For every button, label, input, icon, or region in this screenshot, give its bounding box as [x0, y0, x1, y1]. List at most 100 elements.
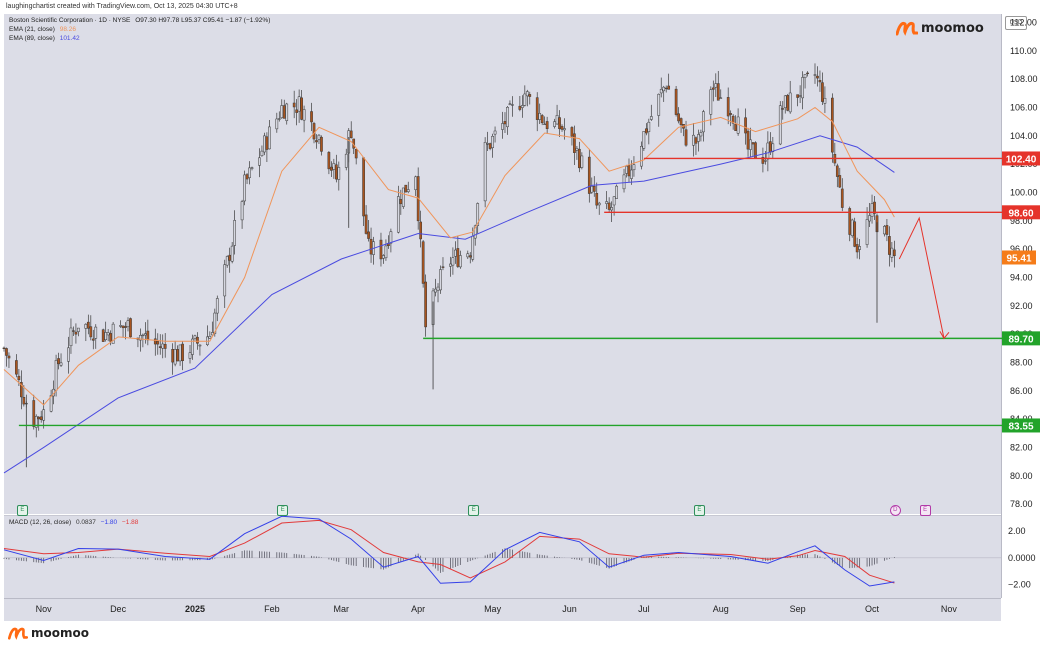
- candle-body: [144, 333, 147, 336]
- price-tick-label: 112.00: [1010, 17, 1037, 27]
- time-tick-label: Jun: [562, 604, 577, 614]
- candle-body: [555, 115, 559, 125]
- candle-body: [540, 115, 544, 124]
- ema21-line: [3, 106, 895, 406]
- candle-body: [545, 121, 549, 129]
- candle-body: [625, 165, 628, 174]
- candle-body: [419, 221, 423, 240]
- ema89-value: 101.42: [59, 35, 80, 42]
- candle-body: [89, 326, 93, 338]
- level-price-tag: [1002, 418, 1040, 433]
- earnings-event-marker[interactable]: E: [277, 505, 289, 516]
- time-axis[interactable]: [4, 598, 1001, 621]
- candle-body: [488, 143, 492, 149]
- candle-body: [511, 104, 514, 106]
- dividend-event-marker[interactable]: D: [889, 505, 901, 516]
- candle-body: [458, 255, 462, 268]
- candle-body: [354, 149, 358, 159]
- candle-body: [818, 80, 822, 83]
- candle-body: [535, 97, 539, 120]
- macd-signal-value: −1.88: [121, 519, 139, 526]
- time-tick-label: Nov: [36, 604, 53, 614]
- candle-body: [263, 135, 266, 153]
- macd-legend[interactable]: MACD (12, 26, close) 0.0837 −1.80 −1.88: [9, 519, 138, 526]
- candle-body: [466, 253, 470, 258]
- price-tick-label: 94.00: [1010, 272, 1033, 282]
- macd-line: [3, 515, 895, 587]
- macd-signal-line: [3, 519, 895, 584]
- candle-body: [816, 75, 819, 79]
- candle-body: [72, 330, 75, 332]
- moomoo-logo-bottom: moomoo: [8, 626, 89, 640]
- candle-body: [158, 346, 162, 348]
- ema89-legend[interactable]: EMA (89, close) 101.42: [9, 35, 80, 42]
- candle-body: [520, 105, 524, 108]
- candle-body: [260, 150, 264, 156]
- candle-body: [796, 94, 799, 98]
- candle-body: [59, 362, 63, 366]
- candle-body: [677, 113, 680, 122]
- earnings-event-marker[interactable]: E: [919, 505, 931, 516]
- candle-body: [7, 355, 11, 359]
- candle-body: [121, 325, 125, 329]
- candle-body: [813, 74, 817, 76]
- candle-body: [451, 257, 455, 266]
- level-price-label: 89.70: [1008, 334, 1033, 345]
- candle-body: [77, 327, 80, 332]
- candle-body: [595, 193, 599, 206]
- candle-body: [751, 142, 755, 145]
- candle-body: [439, 269, 442, 291]
- candle-body: [369, 238, 373, 255]
- time-tick-label: Mar: [334, 604, 350, 614]
- candle-body: [37, 416, 41, 420]
- candle-body: [473, 225, 477, 239]
- earnings-event-marker[interactable]: E: [16, 505, 28, 516]
- candle-body: [126, 320, 130, 328]
- candle-body: [245, 174, 249, 180]
- candle-body: [699, 132, 703, 137]
- candle-body: [441, 266, 445, 268]
- earnings-event-marker[interactable]: E: [468, 505, 480, 516]
- candle-body: [873, 201, 876, 214]
- price-tick-label: 98.00: [1010, 216, 1033, 226]
- price-tick-label: 82.00: [1010, 442, 1033, 452]
- ema21-legend[interactable]: EMA (21, close) 98.26: [9, 26, 76, 33]
- time-tick-label: Jul: [638, 604, 650, 614]
- candle-body: [282, 105, 286, 119]
- level-price-tag: [1002, 205, 1040, 220]
- price-tick-label: 88.00: [1010, 357, 1033, 367]
- candle-body: [711, 87, 715, 90]
- moomoo-icon: [8, 627, 28, 640]
- candle-body: [129, 318, 132, 338]
- candle-body: [525, 91, 529, 97]
- time-tick-label: Nov: [941, 604, 958, 614]
- candle-body: [436, 286, 440, 291]
- moomoo-logo-top: moomoo: [896, 20, 984, 36]
- level-price-label: 102.40: [1006, 154, 1037, 165]
- currency-badge[interactable]: USD: [1005, 16, 1027, 30]
- candle-body: [317, 134, 321, 140]
- macd-hist-value: 0.0837: [75, 519, 96, 526]
- price-tick-label: 80.00: [1010, 471, 1033, 481]
- candle-body: [84, 323, 88, 329]
- candle-body: [141, 334, 145, 337]
- macd-label: MACD (12, 26, close): [9, 519, 72, 526]
- price-pane[interactable]: [4, 14, 1001, 514]
- candle-body: [42, 409, 46, 421]
- earnings-event-marker[interactable]: E: [693, 505, 705, 516]
- symbol-legend: Boston Scientific Corporation · 1D · NYS…: [9, 17, 270, 24]
- candle-body: [434, 288, 437, 293]
- candle-body: [265, 136, 269, 150]
- candle-body: [503, 121, 507, 125]
- time-tick-label: 2025: [185, 604, 205, 614]
- candle-body: [610, 207, 613, 211]
- candle-body: [225, 256, 229, 266]
- candle-body: [528, 94, 532, 97]
- candle-body: [349, 130, 353, 138]
- candle-body: [657, 93, 661, 116]
- current-price-tag: [1002, 250, 1036, 265]
- chart-credit: laughingchartist created with TradingVie…: [6, 3, 238, 10]
- candle-body: [587, 156, 591, 194]
- candle-body: [401, 187, 405, 207]
- price-axis[interactable]: [1001, 14, 1047, 598]
